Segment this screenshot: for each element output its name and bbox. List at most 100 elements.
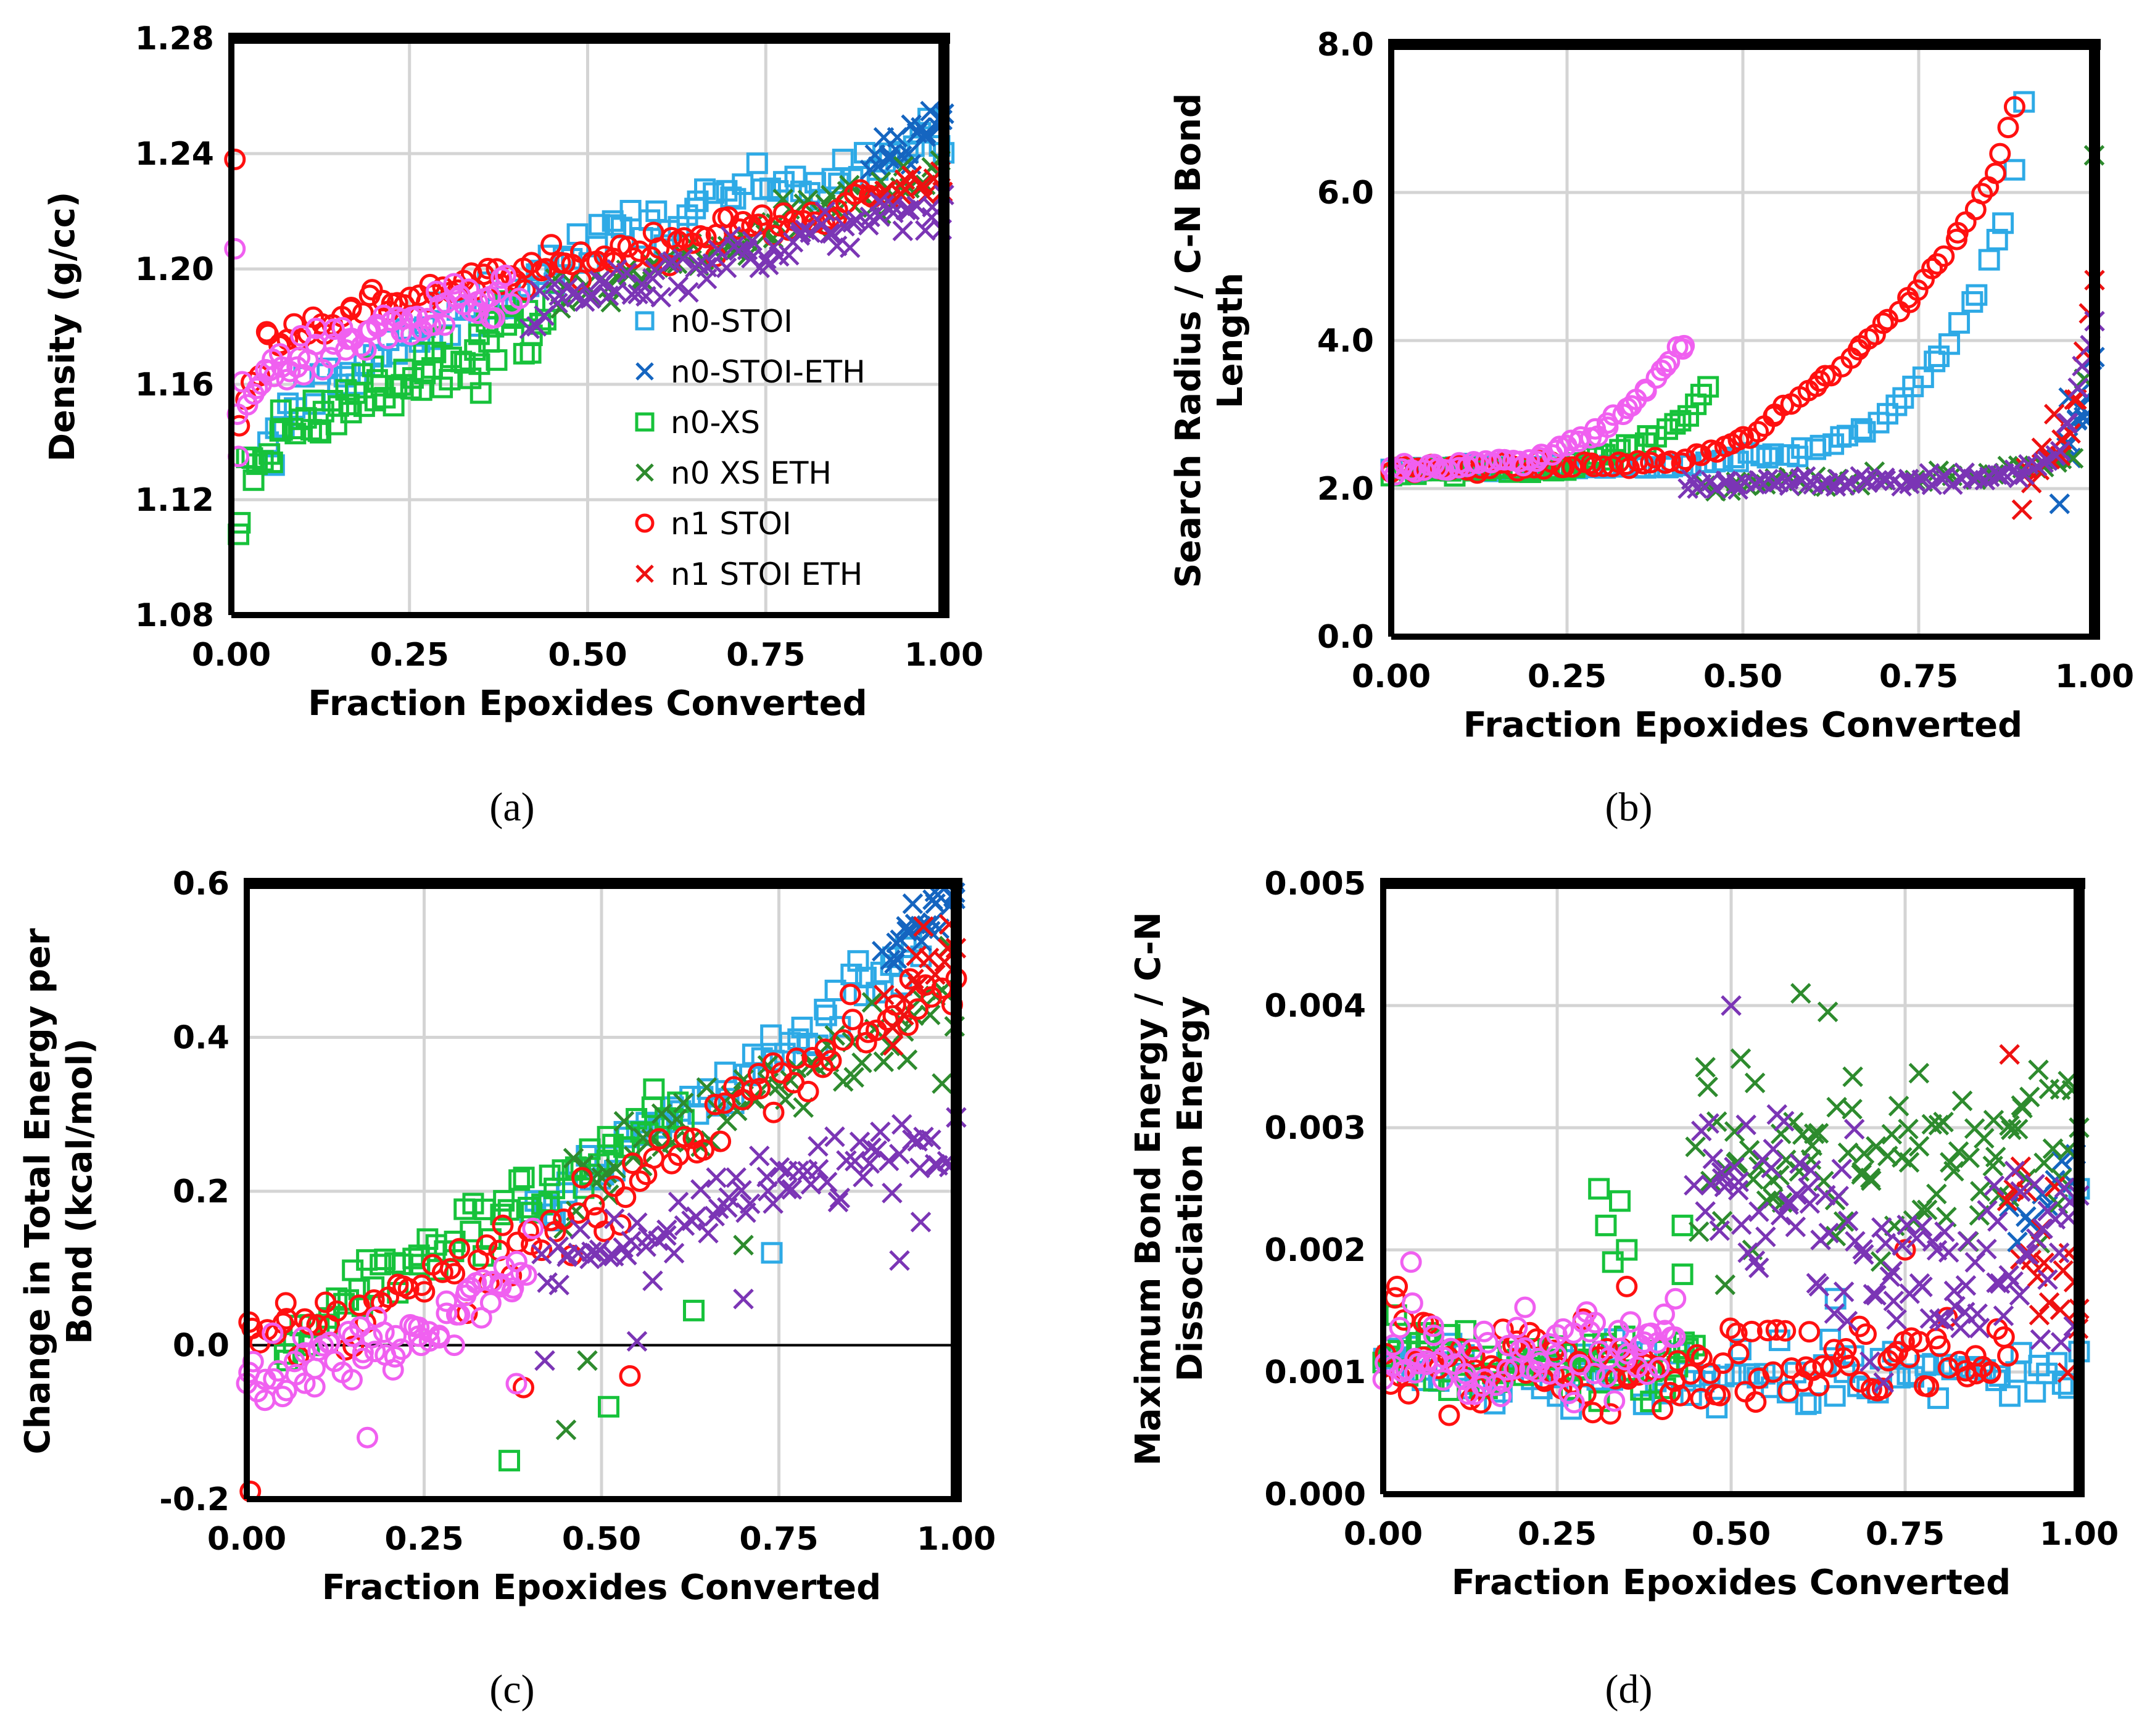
data-point [1712,1352,1734,1374]
data-point [2024,1381,2046,1403]
data-point [1790,983,1811,1004]
gridlines [1389,43,2096,639]
data-point [476,1234,498,1256]
data-point [449,1238,471,1260]
series-6 [519,184,954,339]
data-point [540,1209,562,1231]
data-point [1697,1077,1718,1097]
data-point [1702,1148,1724,1170]
data-point [1976,1238,1997,1260]
data-point [1892,1235,1913,1256]
data-point [2032,1218,2053,1239]
data-point [1825,1225,1847,1247]
data-point [348,1278,370,1300]
data-point [1934,1221,1955,1242]
legend-entry: n0 XS ETH [635,455,832,491]
data-point [1875,1233,1896,1254]
data-point [566,223,589,246]
data-point [529,312,551,334]
data-point [292,1326,314,1349]
data-point [1592,455,1615,477]
data-point [1740,1320,1763,1342]
x-tick-label: 1.00 [917,1521,996,1558]
data-point [531,1239,553,1262]
panel-label: (a) [489,785,534,830]
data-point [462,1192,484,1215]
data-point [1849,1371,1871,1393]
series-1 [1998,1144,2087,1252]
data-point [1859,1351,1880,1373]
data-point [1983,1110,2004,1131]
data-point [1852,1239,1873,1260]
x-tick-label: 0.00 [1352,658,1431,695]
data-point [621,1152,643,1175]
legend-marker [635,463,654,482]
data-point [1644,447,1666,469]
y-axis-title: Maximum Bond Energy / C-NDissociation En… [1128,912,1210,1466]
y-tick-label: 0.0 [1317,619,1374,656]
data-point [641,1128,662,1149]
data-point [910,1212,932,1233]
data-point [663,1242,685,1264]
data-point [2046,1352,2068,1374]
data-point [1545,439,1568,461]
y-tick-label: 0.2 [173,1173,230,1210]
data-point [728,240,750,262]
data-point [1833,1281,1855,1302]
data-point [1680,1384,1702,1406]
data-point [1497,1334,1520,1357]
data-point [706,1167,727,1188]
data-point [1997,117,2019,139]
y-axis-title-line: Change in Total Energy per [18,928,58,1454]
data-point [1781,1357,1803,1379]
data-point [761,1242,783,1264]
data-point [275,1379,297,1402]
data-point [884,994,906,1016]
data-point [2050,440,2071,462]
data-point [2050,445,2071,466]
data-point [1948,1141,1969,1162]
data-point [886,948,908,969]
data-point [1996,1190,2018,1212]
data-point [656,1225,677,1246]
data-point [1824,1385,1846,1407]
data-point [1938,1242,1959,1263]
data-point [341,1369,363,1391]
data-point [1695,1057,1716,1078]
data-point [779,244,800,266]
data-point [1632,452,1654,474]
y-tick-label: 8.0 [1317,27,1374,64]
series-4 [238,967,967,1503]
legend-entry: n0-XS [635,405,760,440]
data-point [1609,1190,1631,1212]
data-point [600,292,621,313]
data-point [1686,1344,1708,1366]
data-point [1538,1363,1560,1385]
data-point [2008,467,2029,489]
data-point [1989,143,2011,165]
data-point [1744,1072,1766,1094]
data-point [434,314,456,336]
data-point [1917,1376,1940,1398]
x-tick-label: 0.00 [207,1521,286,1558]
data-point [643,1147,665,1169]
data-point [820,1049,842,1072]
data-point [490,1276,512,1298]
data-point [1709,1384,1731,1407]
data-point [1695,1201,1716,1222]
data-point [2054,1177,2075,1199]
data-point [1518,448,1541,471]
data-point [843,1067,864,1088]
data-point [385,1325,407,1347]
y-tick-label: 1.28 [135,20,214,57]
data-point [548,1275,569,1296]
data-point [800,222,821,243]
data-point [508,1169,531,1191]
legend-entry: n1 STOI ETH [635,556,862,592]
data-point [1834,474,1856,496]
legend-label: n0 XS ETH [671,455,832,491]
legend-label: n0-STOI [671,304,793,339]
data-point [1648,1357,1670,1379]
data-point [1599,1403,1621,1425]
panel-b: 0.00 0.25 0.50 0.75 1.00 0.0 2.0 4.0 6.0 8.0 Fract… [1168,27,2134,830]
